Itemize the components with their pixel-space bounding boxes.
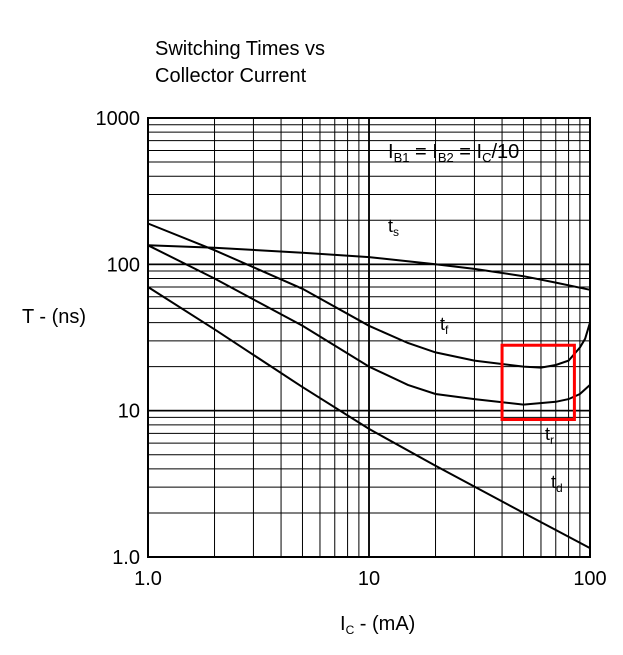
tick-labels: 1.0 10 100 1.0 10 100 1000 — [96, 108, 607, 590]
series-label-ts: ts — [388, 216, 399, 239]
series-line-td — [147, 286, 591, 549]
series-label-sub: f — [445, 323, 449, 337]
x-axis-label-main: I — [340, 613, 346, 635]
x-axis-label: IC - (mA) — [340, 613, 415, 637]
x-axis-label-rest: - (mA) — [354, 613, 415, 635]
series-label-main: t — [440, 314, 445, 334]
annotation-subscript: B1 — [394, 150, 410, 165]
series-label-td: td — [551, 472, 563, 495]
y-tick-label: 100 — [107, 254, 140, 276]
series-label-main: t — [545, 424, 550, 444]
chart-title: Switching Times vs Collector Current — [155, 38, 325, 87]
annotation-text: = I — [409, 141, 437, 163]
series-label-tf: tf — [440, 314, 449, 337]
series-label-tr: tr — [545, 424, 554, 447]
series-label-main: t — [388, 216, 393, 236]
annotation-subscript: B2 — [438, 150, 454, 165]
highlight-box — [500, 343, 576, 422]
series-lines — [147, 222, 591, 549]
grid — [147, 117, 591, 558]
series-label-sub: r — [550, 433, 554, 447]
series-line-ts — [147, 244, 591, 291]
chart-title-line-1: Switching Times vs — [155, 38, 325, 60]
series-label-sub: d — [556, 481, 563, 495]
x-tick-label: 10 — [358, 568, 380, 590]
condition-annotation: IB1 = IB2 = IC/10 — [388, 141, 519, 165]
y-tick-label: 1000 — [96, 108, 141, 130]
x-tick-label: 1.0 — [134, 568, 162, 590]
annotation-subscript: C — [482, 150, 491, 165]
series-line-tr — [147, 244, 591, 406]
y-axis-label: T - (ns) — [22, 306, 86, 328]
series-label-main: t — [551, 472, 556, 492]
annotation-text: I — [388, 141, 394, 163]
y-tick-label: 10 — [118, 401, 140, 423]
series-line-tf — [147, 222, 591, 369]
annotation-text: /10 — [491, 141, 519, 163]
plot-frame — [147, 117, 591, 558]
series-label-sub: s — [393, 225, 399, 239]
x-axis-label-sub: C — [346, 623, 355, 637]
y-tick-label: 1.0 — [112, 547, 140, 569]
x-tick-label: 100 — [573, 568, 606, 590]
annotation-text: = I — [454, 141, 482, 163]
axes — [147, 117, 591, 558]
chart-title-line-2: Collector Current — [155, 65, 307, 87]
